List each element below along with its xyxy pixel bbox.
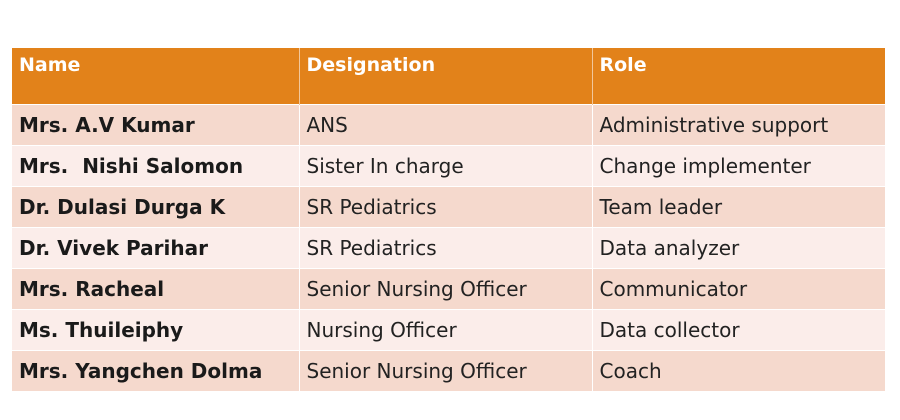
role-cell: Communicator (592, 267, 885, 309)
designation-cell: Nursing Officer (299, 308, 593, 350)
name-cell: Dr. Dulasi Durga K (12, 185, 300, 227)
role-cell: Change implementer (592, 144, 885, 186)
name-cell: Dr. Vivek Parihar (12, 226, 300, 268)
name-cell: Ms. Thuileiphy (12, 308, 300, 350)
designation-cell: ANS (299, 103, 593, 145)
header-row: Name Designation Role (12, 48, 885, 104)
table-row: Mrs. Yangchen Dolma Senior Nursing Offic… (12, 349, 885, 391)
role-cell: Data analyzer (592, 226, 885, 268)
designation-cell: Sister In charge (299, 144, 593, 186)
designation-cell: Senior Nursing Officer (299, 267, 593, 309)
name-cell: Mrs. Yangchen Dolma (12, 349, 300, 391)
header-name: Name (12, 48, 300, 104)
designation-cell: SR Pediatrics (299, 185, 593, 227)
designation-cell: Senior Nursing Officer (299, 349, 593, 391)
header-role: Role (592, 48, 885, 104)
role-cell: Coach (592, 349, 885, 391)
designation-cell: SR Pediatrics (299, 226, 593, 268)
name-cell: Mrs. Racheal (12, 267, 300, 309)
name-cell: Mrs. A.V Kumar (12, 103, 300, 145)
table-row: Mrs. A.V Kumar ANS Administrative suppor… (12, 103, 885, 145)
table-row: Dr. Vivek Parihar SR Pediatrics Data ana… (12, 226, 885, 268)
table-row: Ms. Thuileiphy Nursing Officer Data coll… (12, 308, 885, 350)
header-designation: Designation (299, 48, 593, 104)
table-row: Dr. Dulasi Durga K SR Pediatrics Team le… (12, 185, 885, 227)
name-cell: Mrs. Nishi Salomon (12, 144, 300, 186)
team-roles-table: Name Designation Role Mrs. A.V Kumar ANS… (12, 48, 885, 391)
role-cell: Team leader (592, 185, 885, 227)
table-row: Mrs. Nishi Salomon Sister In charge Chan… (12, 144, 885, 186)
role-cell: Data collector (592, 308, 885, 350)
table-row: Mrs. Racheal Senior Nursing Officer Comm… (12, 267, 885, 309)
role-cell: Administrative support (592, 103, 885, 145)
